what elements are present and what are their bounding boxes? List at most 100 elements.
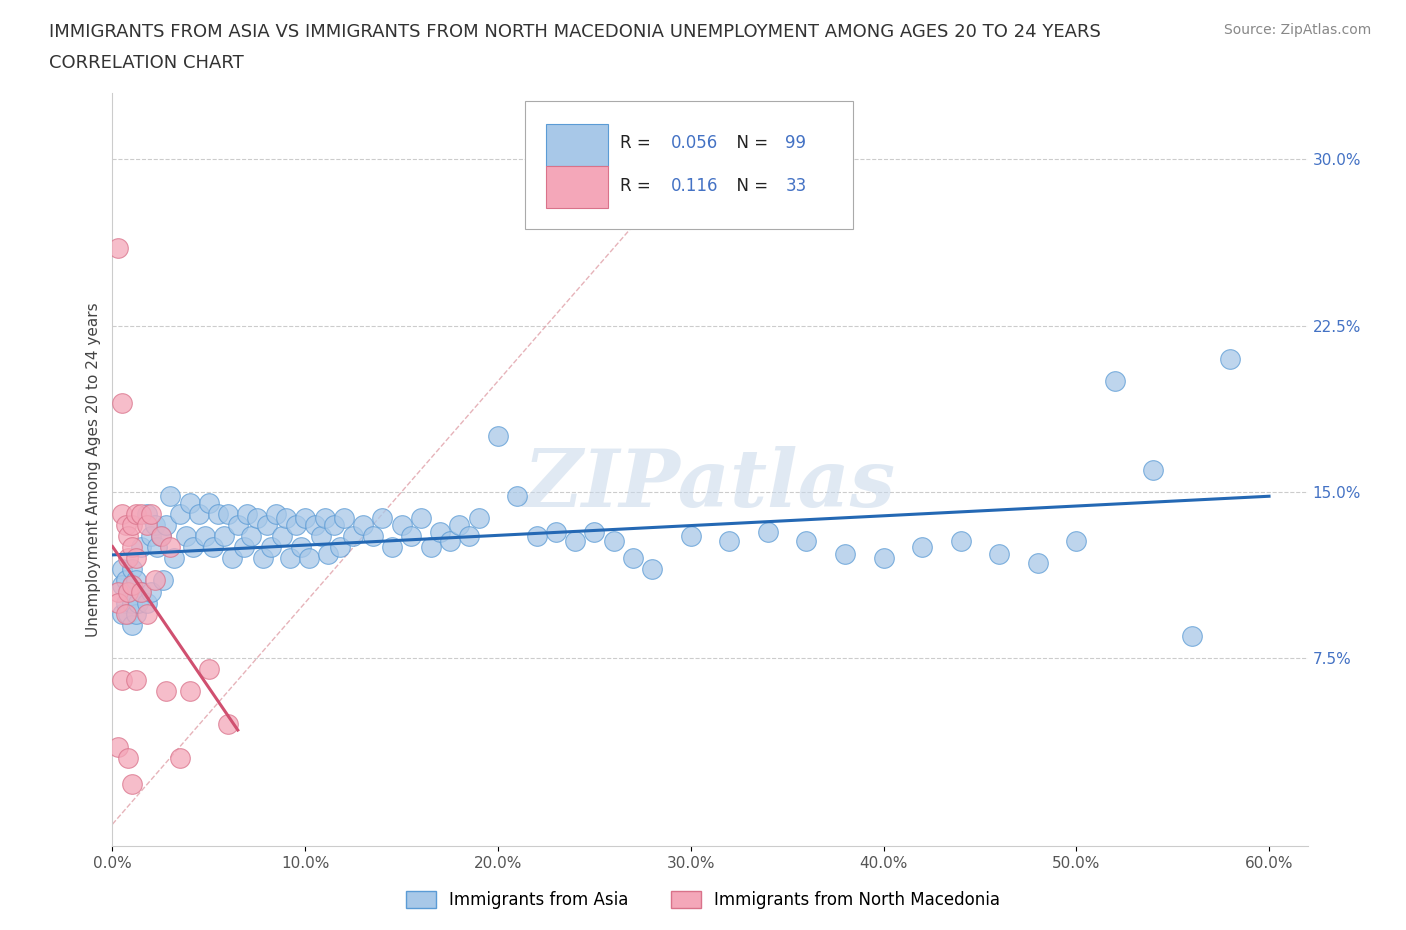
Point xyxy=(872,551,894,565)
Point xyxy=(756,525,779,539)
Point xyxy=(256,518,278,533)
Point xyxy=(232,539,254,554)
Point xyxy=(371,511,394,525)
Point xyxy=(121,578,143,592)
FancyBboxPatch shape xyxy=(547,124,609,166)
Point xyxy=(117,584,139,599)
Point xyxy=(149,528,172,543)
Point xyxy=(221,551,243,565)
Point xyxy=(467,511,489,525)
Point xyxy=(107,739,129,754)
Point xyxy=(117,606,139,621)
Point xyxy=(131,584,153,599)
Text: 0.056: 0.056 xyxy=(671,135,718,153)
Point xyxy=(121,595,143,610)
Point xyxy=(207,507,229,522)
Point xyxy=(252,551,274,565)
Point xyxy=(198,496,221,511)
Text: N =: N = xyxy=(725,135,773,153)
Point xyxy=(506,489,529,504)
FancyBboxPatch shape xyxy=(547,166,609,208)
Point xyxy=(115,595,138,610)
Point xyxy=(155,518,177,533)
Point xyxy=(198,661,221,676)
Point xyxy=(621,551,644,565)
Point xyxy=(179,496,201,511)
Text: N =: N = xyxy=(725,177,773,194)
Point xyxy=(136,507,159,522)
Point xyxy=(796,533,818,548)
Point xyxy=(1181,629,1204,644)
Point xyxy=(152,573,174,588)
Point xyxy=(107,595,129,610)
Point xyxy=(111,507,134,522)
Point xyxy=(271,528,294,543)
Point xyxy=(107,584,129,599)
Point xyxy=(449,518,471,533)
Point xyxy=(136,518,159,533)
Text: R =: R = xyxy=(620,135,657,153)
Point xyxy=(143,518,166,533)
Y-axis label: Unemployment Among Ages 20 to 24 years: Unemployment Among Ages 20 to 24 years xyxy=(86,302,101,637)
Text: ZIPatlas: ZIPatlas xyxy=(524,446,896,524)
Text: 0.116: 0.116 xyxy=(671,177,718,194)
Point xyxy=(486,429,509,444)
Point xyxy=(121,618,143,632)
Point xyxy=(111,396,134,411)
Point xyxy=(139,528,162,543)
Point xyxy=(121,578,143,592)
Point xyxy=(309,528,332,543)
Point xyxy=(318,547,340,562)
Point xyxy=(381,539,404,554)
Point xyxy=(111,606,134,621)
Point xyxy=(290,539,312,554)
Point xyxy=(419,539,441,554)
Point xyxy=(159,489,181,504)
Point xyxy=(183,539,205,554)
Point xyxy=(217,717,239,732)
Point xyxy=(439,533,461,548)
Point xyxy=(131,539,153,554)
Point xyxy=(117,551,139,565)
Point xyxy=(333,511,356,525)
Point xyxy=(911,539,934,554)
Point xyxy=(115,606,138,621)
Point xyxy=(111,562,134,577)
Point xyxy=(988,547,1011,562)
Text: 99: 99 xyxy=(786,135,806,153)
Point xyxy=(143,573,166,588)
Point xyxy=(718,533,741,548)
Point xyxy=(163,551,186,565)
Point xyxy=(429,525,451,539)
Point xyxy=(602,533,624,548)
Point xyxy=(188,507,211,522)
Point xyxy=(583,525,606,539)
Point xyxy=(304,518,326,533)
Point xyxy=(155,684,177,698)
Point xyxy=(641,562,664,577)
Point xyxy=(679,528,702,543)
Point xyxy=(284,518,307,533)
Point xyxy=(115,518,138,533)
Point xyxy=(401,528,423,543)
Point xyxy=(107,241,129,256)
Point xyxy=(214,528,236,543)
Point xyxy=(121,539,143,554)
Point xyxy=(139,507,162,522)
Point xyxy=(266,507,288,522)
Point xyxy=(314,511,336,525)
Point xyxy=(136,606,159,621)
Point xyxy=(194,528,217,543)
Text: IMMIGRANTS FROM ASIA VS IMMIGRANTS FROM NORTH MACEDONIA UNEMPLOYMENT AMONG AGES : IMMIGRANTS FROM ASIA VS IMMIGRANTS FROM … xyxy=(49,23,1101,41)
Point xyxy=(136,595,159,610)
Point xyxy=(458,528,481,543)
Point xyxy=(274,511,297,525)
Point xyxy=(949,533,972,548)
Point xyxy=(1026,555,1049,570)
Point xyxy=(117,528,139,543)
Point xyxy=(169,507,191,522)
Point xyxy=(323,518,346,533)
Point xyxy=(111,672,134,687)
Point xyxy=(236,507,259,522)
Point xyxy=(124,573,146,588)
